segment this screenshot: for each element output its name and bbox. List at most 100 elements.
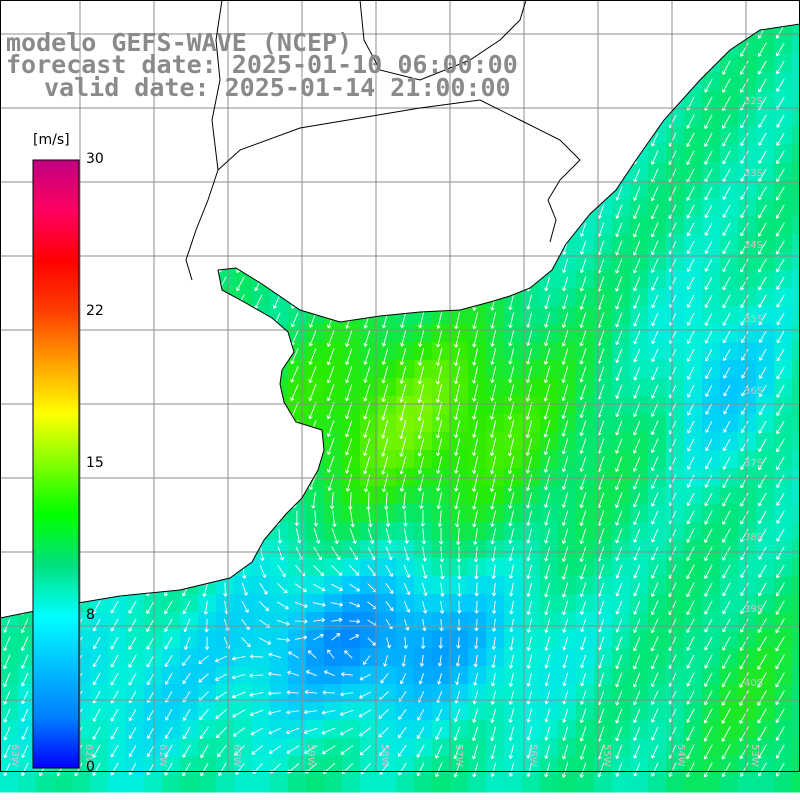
wind-arrow <box>110 636 119 650</box>
wind-arrow <box>417 437 425 457</box>
wind-arrow <box>579 708 587 724</box>
wind-arrow <box>363 473 371 493</box>
wind-arrow <box>508 654 514 669</box>
wind-arrow <box>92 654 101 668</box>
wind-arrow <box>650 690 659 705</box>
wind-arrow <box>3 726 11 741</box>
wind-arrow <box>703 726 713 742</box>
wind-arrow <box>614 474 623 491</box>
colorbar-bar <box>32 159 80 769</box>
wind-arrow <box>722 168 731 183</box>
wind-arrow <box>473 528 478 545</box>
wind-arrow <box>312 617 326 623</box>
wind-arrow <box>526 312 533 328</box>
wind-arrow <box>562 654 569 669</box>
wind-arrow <box>260 546 265 561</box>
wind-arrow <box>704 276 713 290</box>
wind-arrow <box>544 726 551 741</box>
wind-arrow <box>633 510 641 526</box>
wind-arrow <box>350 510 355 528</box>
wind-arrow <box>416 726 425 739</box>
wind-arrow <box>686 132 695 147</box>
wind-arrow <box>182 673 191 685</box>
wind-arrow <box>651 348 659 363</box>
wind-arrow <box>721 726 731 742</box>
wind-arrow <box>704 114 713 129</box>
lat-label: 40S <box>744 678 763 689</box>
wind-arrow <box>722 258 731 273</box>
wind-arrow <box>128 672 137 686</box>
wind-arrow <box>21 654 29 669</box>
wind-arrow <box>739 726 749 742</box>
wind-arrow <box>704 528 713 543</box>
wind-arrow <box>439 546 445 563</box>
wind-arrow <box>490 708 497 724</box>
wind-arrow <box>399 419 407 440</box>
wind-arrow <box>615 636 623 651</box>
wind-arrow <box>345 438 353 456</box>
wind-arrow <box>704 222 713 236</box>
wind-arrow <box>721 672 731 688</box>
wind-arrow <box>164 636 173 650</box>
wind-arrow <box>776 276 785 290</box>
wind-arrow <box>110 744 119 758</box>
wind-arrow <box>286 745 300 754</box>
wind-arrow <box>277 564 286 578</box>
wind-arrow <box>651 744 659 759</box>
wind-arrow <box>472 312 479 330</box>
wind-arrow <box>740 420 749 434</box>
wind-arrow <box>651 312 659 327</box>
wind-arrow <box>349 546 359 561</box>
wind-arrow <box>348 492 353 510</box>
wind-arrow <box>20 636 29 651</box>
wind-arrow <box>437 510 443 527</box>
wind-arrow <box>775 222 785 237</box>
wind-arrow <box>287 670 300 677</box>
wind-arrow <box>268 691 282 696</box>
wind-arrow <box>489 419 497 438</box>
wind-arrow <box>615 204 623 219</box>
wind-arrow <box>650 582 659 597</box>
wind-arrow <box>418 330 425 348</box>
wind-arrow <box>454 329 461 348</box>
wind-arrow <box>758 546 767 560</box>
wind-arrow <box>507 473 515 492</box>
wind-arrow <box>615 294 623 310</box>
wind-arrow <box>453 383 461 403</box>
wind-arrow <box>579 492 587 509</box>
wind-arrow <box>399 437 407 457</box>
wind-arrow <box>615 600 623 615</box>
wind-arrow <box>651 492 659 507</box>
wind-arrow <box>92 708 101 722</box>
wind-arrow <box>740 582 749 597</box>
wind-arrow <box>454 492 461 510</box>
wind-arrow <box>345 384 353 402</box>
wind-arrow <box>508 294 515 311</box>
wind-arrow <box>385 564 394 577</box>
wind-arrow <box>561 546 569 562</box>
wind-arrow <box>381 366 389 384</box>
wind-arrow <box>290 312 299 328</box>
wind-arrow <box>455 528 461 545</box>
wind-arrow <box>562 258 569 274</box>
wind-arrow <box>491 600 497 614</box>
wind-arrow <box>345 366 353 384</box>
wind-arrow <box>326 384 335 402</box>
wind-arrow <box>579 474 587 490</box>
wind-arrow <box>561 456 569 473</box>
wind-arrow <box>440 564 445 580</box>
wind-arrow <box>199 708 209 721</box>
wind-arrow <box>381 455 389 475</box>
wind-arrow <box>417 708 425 721</box>
wind-arrow <box>758 564 767 578</box>
wind-arrow <box>92 600 101 614</box>
wind-arrow <box>368 510 373 528</box>
wind-arrow <box>650 654 659 670</box>
wind-arrow <box>740 474 749 489</box>
wind-arrow <box>92 636 101 650</box>
wind-arrow <box>326 366 335 384</box>
wind-arrow <box>526 546 533 562</box>
wind-arrow <box>687 456 695 470</box>
wind-arrow <box>739 690 749 706</box>
wind-arrow <box>322 690 336 695</box>
